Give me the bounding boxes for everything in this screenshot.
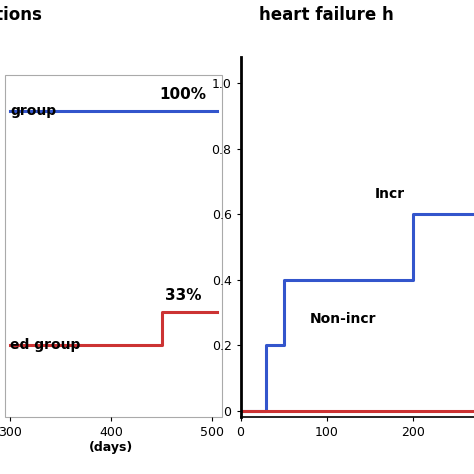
Text: ed group: ed group <box>10 338 81 352</box>
Text: Incr: Incr <box>374 187 405 201</box>
Text: talizations: talizations <box>0 7 42 25</box>
Text: 33%: 33% <box>165 288 201 303</box>
Text: heart failure h: heart failure h <box>259 7 394 25</box>
Text: Non-incr: Non-incr <box>310 312 376 326</box>
Text: 100%: 100% <box>160 87 207 102</box>
Text: group: group <box>10 104 56 118</box>
X-axis label: (days): (days) <box>89 440 133 454</box>
